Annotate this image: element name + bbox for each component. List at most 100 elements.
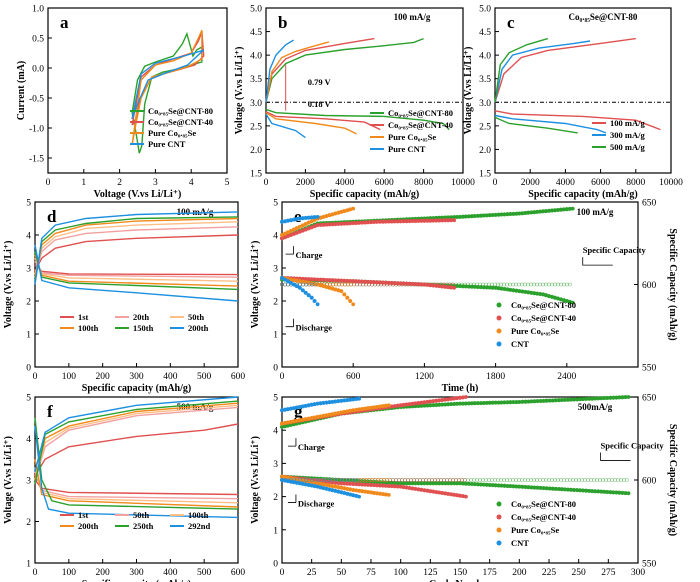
x-tick-label: 600 — [231, 372, 246, 382]
x-tick-label: 6000 — [591, 178, 610, 188]
series-0 — [279, 395, 631, 496]
plot-frame — [34, 201, 239, 368]
y-tick-label: 4 — [26, 232, 31, 242]
y-tick-label: 5.0 — [479, 5, 491, 15]
x-axis-label: Specific capacity (mAh/g) — [82, 383, 191, 394]
discharge-curve — [34, 417, 239, 510]
legend-label: Pure Co₀.₈₅Se — [148, 128, 196, 138]
y2-tick-label: 650 — [642, 199, 657, 209]
panel-label: b — [278, 13, 287, 32]
x-tick-label: 300 — [631, 568, 646, 578]
y-tick-label: 5 — [26, 199, 31, 209]
legend-label: Pure CNT — [148, 139, 186, 149]
series-2 — [265, 41, 357, 135]
legend-marker — [496, 341, 502, 347]
legend-label: Co₀.₈₅Se@CNT-80 — [511, 300, 576, 310]
capacity-point — [625, 478, 629, 482]
discharge-point — [348, 298, 353, 304]
x-tick-label: 4000 — [335, 178, 354, 188]
series-line — [131, 49, 205, 120]
y2-axis-label: Specific Capacity (mAh/g) — [667, 228, 678, 340]
x-tick-label: 175 — [483, 568, 498, 578]
discharge-curve — [34, 257, 239, 282]
annotation: Charge — [298, 442, 325, 452]
capacity-point — [313, 282, 317, 287]
discharge-curve — [265, 111, 381, 131]
legend-marker — [496, 501, 502, 507]
discharge-curve — [265, 113, 306, 139]
y-tick-label: -1.5 — [29, 155, 44, 165]
condition-note: 100 mA/g — [394, 12, 431, 22]
series-4 — [34, 400, 239, 510]
legend-marker — [496, 315, 502, 321]
capacity-point — [568, 282, 572, 287]
discharge-point — [315, 302, 320, 307]
charge-curve — [34, 396, 239, 472]
x-tick-label: 4000 — [556, 178, 575, 188]
y-tick-label: 3 — [26, 265, 31, 275]
y-tick-label: 3 — [26, 477, 31, 487]
y-tick-label: 4.5 — [250, 28, 262, 38]
legend-label: Co₀.₈₅Se@CNT-80 — [388, 108, 453, 118]
x-axis-label: Specific capacity (mAh/g) — [528, 189, 637, 200]
x-axis-label: Time (h) — [442, 383, 479, 394]
charge-curve — [34, 216, 239, 282]
y-axis-label: Voltage (V.vs Li/Li⁺) — [250, 241, 261, 329]
y-tick-label: 3.0 — [479, 99, 491, 109]
x-tick-label: 100 — [394, 568, 409, 578]
x-tick-label: 150 — [453, 568, 468, 578]
x-axis-label: Voltage (V.vs Li/Li⁺) — [94, 189, 182, 200]
x-tick-label: 125 — [423, 568, 438, 578]
x-tick-label: 300 — [129, 568, 144, 578]
x-tick-label: 600 — [346, 372, 361, 382]
charge-curve — [494, 40, 591, 103]
y-tick-label: 0 — [273, 364, 278, 374]
annotation-arrow — [285, 318, 294, 328]
discharge-curve — [34, 479, 239, 496]
condition-note: 100 mA/g — [177, 207, 214, 217]
charge-point — [351, 206, 356, 211]
y-axis-label: Voltage (V.vs Li/Li⁺) — [234, 47, 245, 135]
series-line — [131, 29, 203, 145]
x-tick-label: 1800 — [486, 372, 505, 382]
discharge-curve — [34, 244, 239, 302]
charge-point — [570, 206, 575, 211]
annotation-arrow — [582, 257, 613, 266]
x-tick-label: 2000 — [296, 178, 315, 188]
annotation: 0.18 V — [308, 99, 332, 109]
legend-label: Pure Co₀.₈₅Se — [511, 525, 559, 535]
charge-point — [357, 396, 361, 401]
legend-label: Co₀.₈₅Se@CNT-40 — [511, 512, 576, 522]
x-tick-label: 6000 — [375, 178, 394, 188]
x-tick-label: 0 — [264, 178, 269, 188]
y2-tick-label: 650 — [642, 394, 657, 404]
charge-curve — [265, 39, 294, 103]
discharge-point — [452, 285, 456, 290]
y-tick-label: 2.0 — [250, 146, 262, 156]
condition-note: Co₀.₈₅Se@CNT-80 — [569, 12, 638, 22]
series-0 — [34, 234, 239, 276]
x-tick-label: 1 — [81, 178, 86, 188]
x-tick-label: 75 — [366, 568, 376, 578]
x-tick-label: 2 — [117, 178, 122, 188]
y-tick-label: 2 — [273, 493, 278, 503]
charge-point — [315, 215, 320, 219]
x-tick-label: 100 — [62, 372, 77, 382]
panel-d: 0 100 200 300 400 500 600 0 1 2 3 4 5 Specific capaci… — [3, 199, 245, 395]
y-tick-label: 5 — [26, 394, 31, 404]
series-0 — [494, 37, 661, 131]
x-tick-label: 0 — [33, 568, 38, 578]
x-tick-label: 225 — [542, 568, 557, 578]
plot-frame — [265, 7, 464, 174]
x-axis-label: Cycle Number — [429, 579, 491, 582]
charge-curve — [34, 406, 239, 481]
y-tick-label: 3.0 — [250, 99, 262, 109]
plot-frame — [34, 396, 239, 564]
plot-frame — [47, 7, 228, 174]
discharge-point — [306, 293, 311, 298]
legend-marker — [496, 328, 502, 334]
discharge-point — [386, 493, 391, 497]
legend-label: 200th — [78, 521, 99, 531]
capacity-point — [463, 478, 467, 482]
discharge-point — [303, 290, 308, 295]
